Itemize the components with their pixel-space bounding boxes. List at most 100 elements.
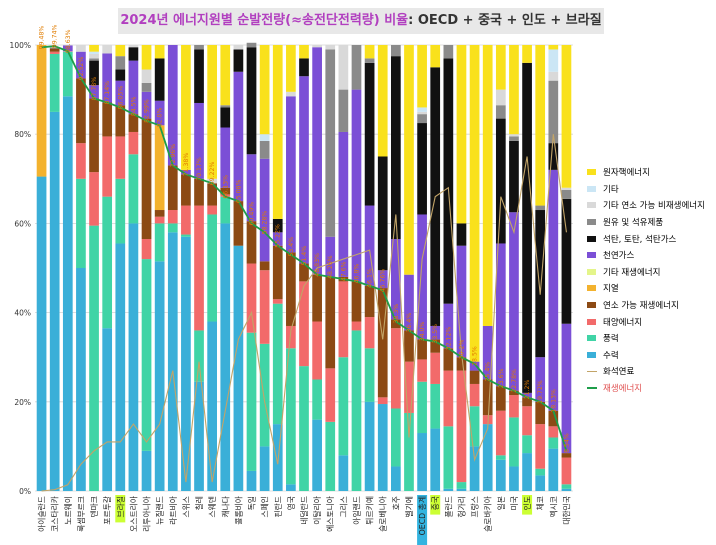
category-label: 노르웨이 <box>63 496 73 525</box>
renewable-label: 87.78% <box>91 77 98 101</box>
category-highlight <box>430 495 441 515</box>
category-label: 인도 <box>522 496 532 510</box>
legend-swatch <box>587 185 596 192</box>
bar-segment <box>548 71 559 81</box>
category-label: 튀르키예 <box>365 496 375 525</box>
bar-segment <box>233 71 244 202</box>
bar-segment <box>76 78 86 144</box>
bar-segment <box>482 424 493 491</box>
bar-segment <box>259 45 270 135</box>
bar-segment <box>430 339 441 353</box>
bar-segment <box>286 484 296 491</box>
bar-segment <box>430 383 441 429</box>
bar-segment <box>128 60 139 115</box>
bar-segment <box>509 466 519 491</box>
bar-segment <box>351 281 362 322</box>
renewable-label: 48.26% <box>327 255 334 279</box>
bar-segment <box>154 100 165 126</box>
bar-segment <box>286 91 296 97</box>
legend-label: 지열 <box>603 284 619 295</box>
category-label: 아이슬란드 <box>37 496 47 532</box>
legend-label: 태양에너지 <box>603 317 643 328</box>
category-label: 미국 <box>510 496 519 510</box>
renewable-label: 48.83% <box>314 253 321 277</box>
category-label: 뉴질랜드 <box>155 496 165 525</box>
bar-segment <box>141 69 152 83</box>
bar-segment <box>364 285 375 318</box>
bar-segment <box>154 125 165 211</box>
bar-segment <box>194 330 204 382</box>
bar-segment <box>272 424 283 491</box>
bar-segment <box>495 45 506 90</box>
legend-swatch <box>587 235 596 242</box>
bar-segment <box>456 370 467 483</box>
bar-segment <box>443 488 454 491</box>
category-label: 라트비아 <box>168 496 178 525</box>
legend-item: 화석연료 <box>584 363 714 380</box>
bar-segment <box>469 406 480 447</box>
bar-segment <box>76 45 86 52</box>
bar-segment <box>259 270 270 344</box>
bar-segment <box>207 214 217 322</box>
bar-segment <box>548 437 559 449</box>
bar-segment <box>495 410 506 456</box>
category-label: 중국 <box>431 496 440 510</box>
bar-segment <box>404 274 414 331</box>
bar-segment <box>246 154 257 222</box>
renewable-label: 86.05% <box>117 86 124 110</box>
bar-segment <box>325 276 336 369</box>
bar-segment <box>154 223 165 262</box>
renewable-label: 46.8% <box>353 264 360 284</box>
category-label: 스웨덴 <box>207 496 217 518</box>
bar-segment <box>181 205 191 235</box>
bar-segment <box>417 381 427 434</box>
bar-segment <box>194 102 204 179</box>
bar-segment <box>115 136 126 179</box>
y-tick-label: 20% <box>14 398 31 407</box>
category-label: OECD 총계 <box>417 496 427 535</box>
legend-swatch <box>587 219 596 226</box>
bar-segment <box>128 47 139 61</box>
bar-segment <box>286 45 296 92</box>
bar-segment <box>89 60 99 86</box>
category-label: 에스토니아 <box>325 496 335 532</box>
bar-segment <box>522 62 532 393</box>
bar-segment <box>548 426 559 438</box>
bar-segment <box>509 134 519 137</box>
bar-segment <box>417 107 427 112</box>
legend-label: 원유 및 석유제품 <box>603 218 664 229</box>
bar-segment <box>561 198 572 324</box>
bar-segment <box>141 118 152 240</box>
bar-segment <box>417 45 427 108</box>
renewable-label: 51.4% <box>301 246 308 266</box>
bar-segment <box>246 42 257 48</box>
legend-label: 수력 <box>603 350 619 361</box>
bar-segment <box>128 45 139 48</box>
renewable-label: 87.14% <box>104 81 111 105</box>
bar-segment <box>443 426 454 489</box>
legend-line-swatch <box>587 370 597 372</box>
bar-segment <box>391 328 401 409</box>
category-label: 프랑스 <box>470 496 480 518</box>
bar-segment <box>233 49 244 72</box>
renewable-label: 82.0% <box>157 108 164 128</box>
bar-segment <box>299 366 309 491</box>
bar-segment <box>509 390 519 396</box>
bar-segment <box>272 245 283 300</box>
legend-item: 석탄, 토탄, 석탄가스 <box>584 230 714 247</box>
chart-title-rest: : OECD + 중국 + 인도 + 브라질 <box>408 13 602 28</box>
y-axis: 0% 20% 40% 60% 80% 100% <box>10 41 31 496</box>
bar-segment <box>167 232 178 491</box>
bar-segment <box>181 174 191 206</box>
legend-item: 태양에너지 <box>584 313 714 330</box>
bar-segment <box>259 446 270 491</box>
bar-segment <box>364 205 375 286</box>
bar-segment <box>115 45 126 57</box>
category-label: 일본 <box>497 496 506 510</box>
legend-label: 연소 가능 재생에너지 <box>603 301 679 312</box>
bar-segment <box>469 45 480 362</box>
bar-segment <box>259 343 270 447</box>
bar-segment <box>522 392 532 398</box>
bar-segment <box>89 45 99 52</box>
bar-segment <box>102 136 113 197</box>
